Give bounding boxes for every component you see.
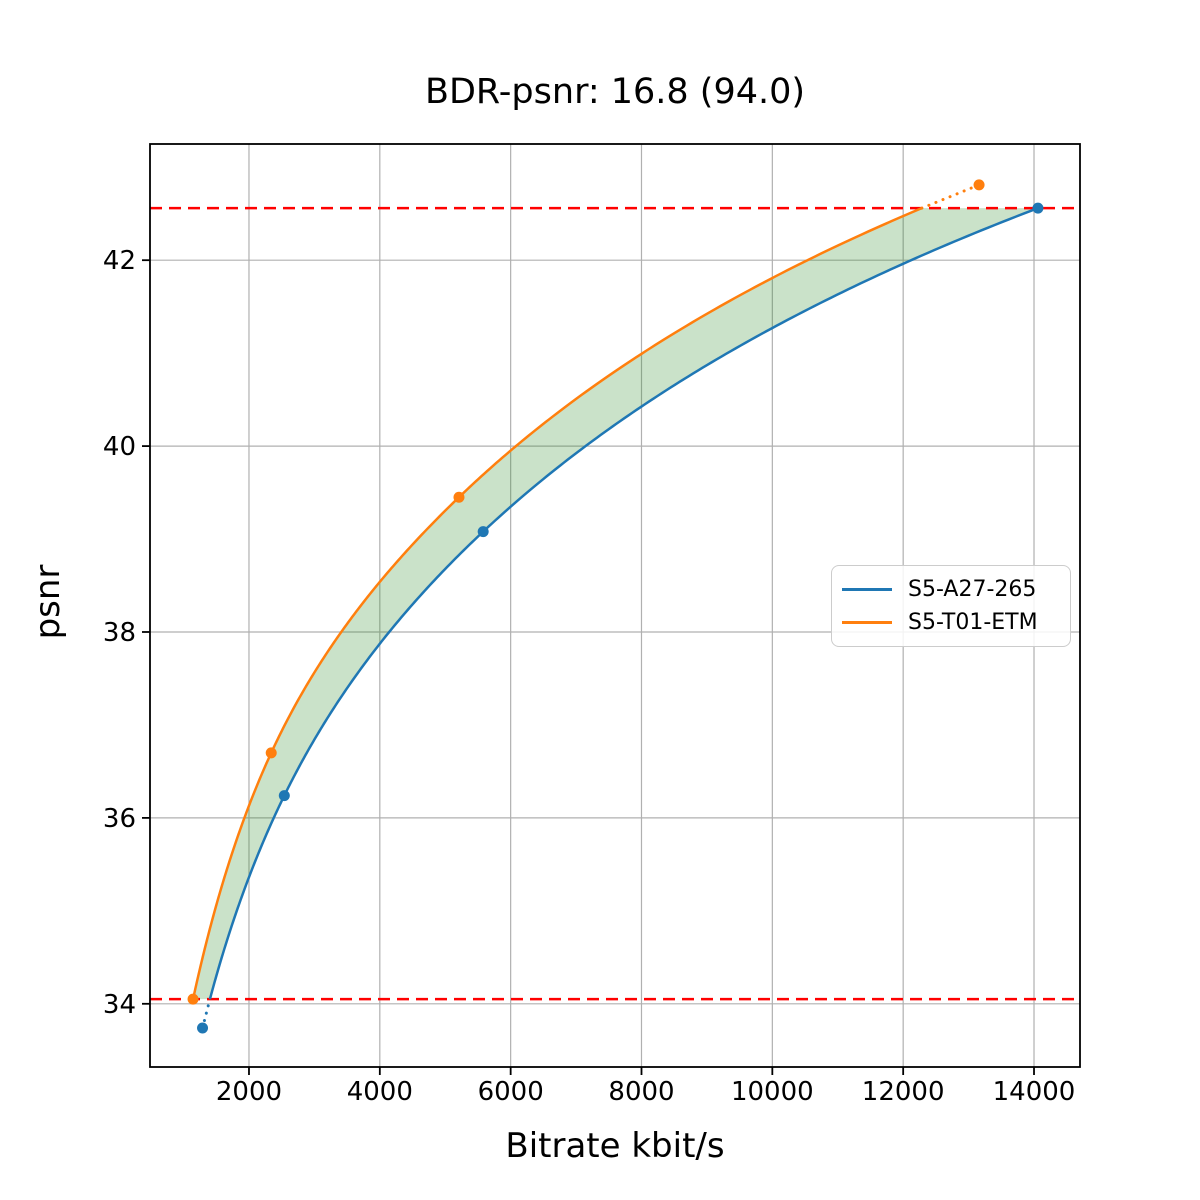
- legend: S5-A27-265 S5-T01-ETM: [831, 565, 1071, 647]
- legend-label: S5-T01-ETM: [908, 610, 1038, 636]
- y-tick-label: 36: [103, 804, 136, 834]
- x-tick-label: 2000: [216, 1077, 282, 1107]
- x-tick-label: 4000: [347, 1077, 413, 1107]
- series-markers-s5-a27-265: [197, 202, 1044, 1034]
- series-dotted-s5-t01-etm: [920, 183, 981, 210]
- y-tick-label: 34: [103, 990, 136, 1020]
- y-tick-label: 38: [103, 618, 136, 648]
- legend-label: S5-A27-265: [908, 576, 1037, 602]
- y-axis-ticks: 34 36 38 40 42: [103, 246, 150, 1020]
- x-axis-ticks: 2000 4000 6000 8000 10000 12000 14000: [216, 1067, 1075, 1107]
- legend-item: S5-T01-ETM: [842, 610, 1060, 635]
- y-tick-label: 42: [103, 246, 136, 276]
- x-tick-label: 8000: [608, 1077, 674, 1107]
- axes-frame: [149, 143, 1081, 1068]
- y-tick-label: 40: [103, 432, 136, 462]
- x-axis-label: Bitrate kbit/s: [505, 1126, 725, 1166]
- legend-line-swatch: [842, 587, 892, 591]
- legend-item: S5-A27-265: [842, 577, 1060, 602]
- chart-title: BDR-psnr: 16.8 (94.0): [424, 72, 806, 112]
- x-tick-label: 14000: [993, 1077, 1076, 1107]
- series-line-s5-t01-etm: [191, 206, 923, 1000]
- legend-line-swatch: [842, 621, 892, 625]
- series-dotted-s5-a27-265: [201, 997, 212, 1030]
- x-tick-label: 6000: [478, 1077, 544, 1107]
- series-markers-s5-t01-etm: [187, 179, 985, 1005]
- x-tick-label: 10000: [731, 1077, 814, 1107]
- series-line-s5-a27-265: [208, 206, 1039, 1000]
- x-tick-label: 12000: [862, 1077, 945, 1107]
